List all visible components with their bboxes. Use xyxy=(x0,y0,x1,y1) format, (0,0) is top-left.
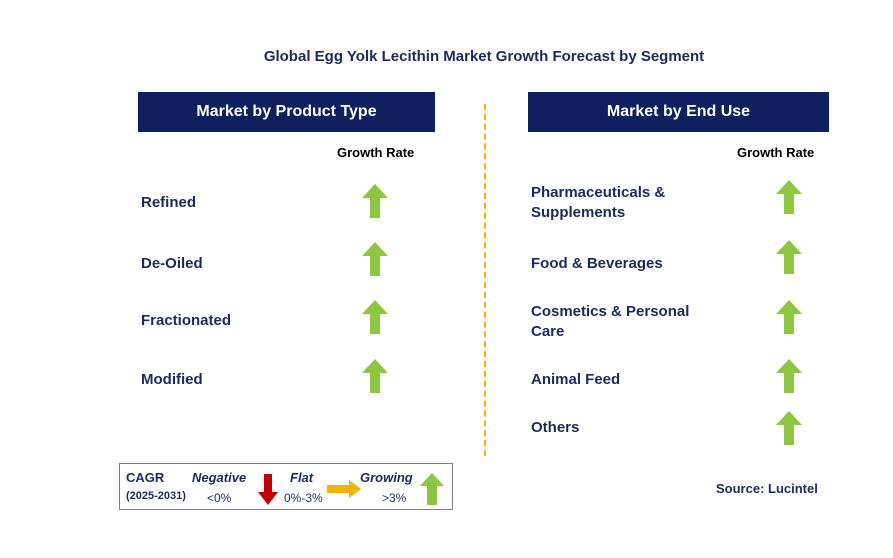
segment-label-cosmetics: Cosmetics & Personal Care xyxy=(531,302,689,342)
segment-label-line: Supplements xyxy=(531,204,626,221)
legend-growing-label: Growing xyxy=(360,470,413,485)
segment-label-refined: Refined xyxy=(141,194,197,211)
legend-flat-label: Flat xyxy=(290,470,314,485)
segment-label-pharmaceuticals: Pharmaceuticals & Supplements xyxy=(531,183,665,223)
segment-label-line: Care xyxy=(531,323,565,340)
legend-growing-range: >3% xyxy=(382,491,407,505)
growing-arrow-icon xyxy=(362,300,388,334)
cagr-legend: CAGR (2025-2031) Negative <0% Flat 0%-3%… xyxy=(119,463,453,510)
down-arrow-icon xyxy=(258,474,278,505)
segment-label-de-oiled: De-Oiled xyxy=(141,255,203,272)
segment-label-line: Cosmetics & Personal xyxy=(531,303,690,320)
segment-label-modified: Modified xyxy=(141,371,203,388)
legend-cagr-label: CAGR xyxy=(126,470,165,485)
growing-arrow-icon xyxy=(776,240,802,274)
segment-label-animal-feed: Animal Feed xyxy=(531,371,621,388)
segment-label-line: Pharmaceuticals & xyxy=(531,184,666,201)
legend-negative-range: <0% xyxy=(207,491,232,505)
panel-divider xyxy=(484,104,486,456)
segment-label-fractionated: Fractionated xyxy=(141,312,232,329)
growing-arrow-icon xyxy=(362,242,388,276)
growing-arrow-icon xyxy=(362,184,388,218)
up-arrow-icon xyxy=(420,473,444,505)
source-note: Source: Lucintel xyxy=(716,481,818,496)
legend-period-label: (2025-2031) xyxy=(126,490,186,502)
right-arrow-icon xyxy=(327,480,361,498)
legend-negative-label: Negative xyxy=(192,470,247,485)
growing-arrow-icon xyxy=(776,359,802,393)
product-type-header: Market by Product Type xyxy=(138,92,435,132)
segment-label-food-beverages: Food & Beverages xyxy=(531,255,663,272)
growing-arrow-icon xyxy=(362,359,388,393)
end-use-growth-rate-label: Growth Rate xyxy=(737,145,815,160)
end-use-header: Market by End Use xyxy=(528,92,829,132)
segment-label-others: Others xyxy=(531,419,580,436)
growing-arrow-icon xyxy=(776,300,802,334)
product-type-growth-rate-label: Growth Rate xyxy=(337,145,415,160)
legend-flat-range: 0%-3% xyxy=(284,491,323,505)
chart-title: Global Egg Yolk Lecithin Market Growth F… xyxy=(263,48,705,65)
growing-arrow-icon xyxy=(776,180,802,214)
growing-arrow-icon xyxy=(776,411,802,445)
